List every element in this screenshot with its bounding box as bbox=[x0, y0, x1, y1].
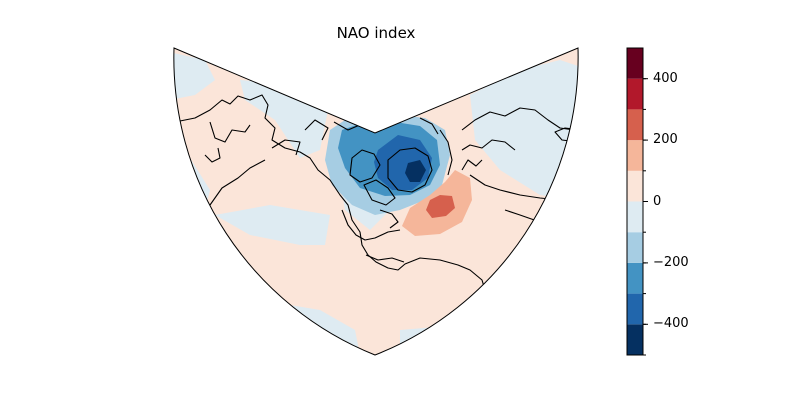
colorbar-tick-label: −200 bbox=[653, 254, 689, 270]
colorbar-tick-label: −400 bbox=[653, 316, 689, 332]
colorbar-tick-label: 200 bbox=[653, 132, 678, 148]
positive-nao-contour-200 bbox=[426, 195, 455, 218]
colorbar-band bbox=[627, 78, 643, 110]
map-title: NAO index bbox=[336, 24, 416, 42]
colorbar-band bbox=[627, 48, 643, 79]
colorbar-band bbox=[627, 170, 643, 202]
negative-nao-core bbox=[405, 160, 426, 182]
colorbar-band bbox=[627, 109, 643, 141]
colorbar-band bbox=[627, 140, 643, 171]
colorbar-ticks bbox=[643, 78, 648, 356]
colorbar-band bbox=[627, 262, 643, 294]
map-field bbox=[173, 48, 579, 355]
negative-anomaly-patch bbox=[215, 205, 330, 245]
colorbar-tick-label: 0 bbox=[653, 193, 662, 209]
colorbar-tick-label: 400 bbox=[653, 70, 678, 86]
colorbar-band bbox=[627, 201, 643, 233]
colorbar-band bbox=[627, 293, 643, 325]
negative-anomaly-patch bbox=[173, 50, 215, 100]
colorbar bbox=[627, 48, 643, 355]
colorbar-band bbox=[627, 232, 643, 263]
colorbar-band bbox=[627, 324, 643, 355]
map-boundary bbox=[173, 47, 579, 356]
